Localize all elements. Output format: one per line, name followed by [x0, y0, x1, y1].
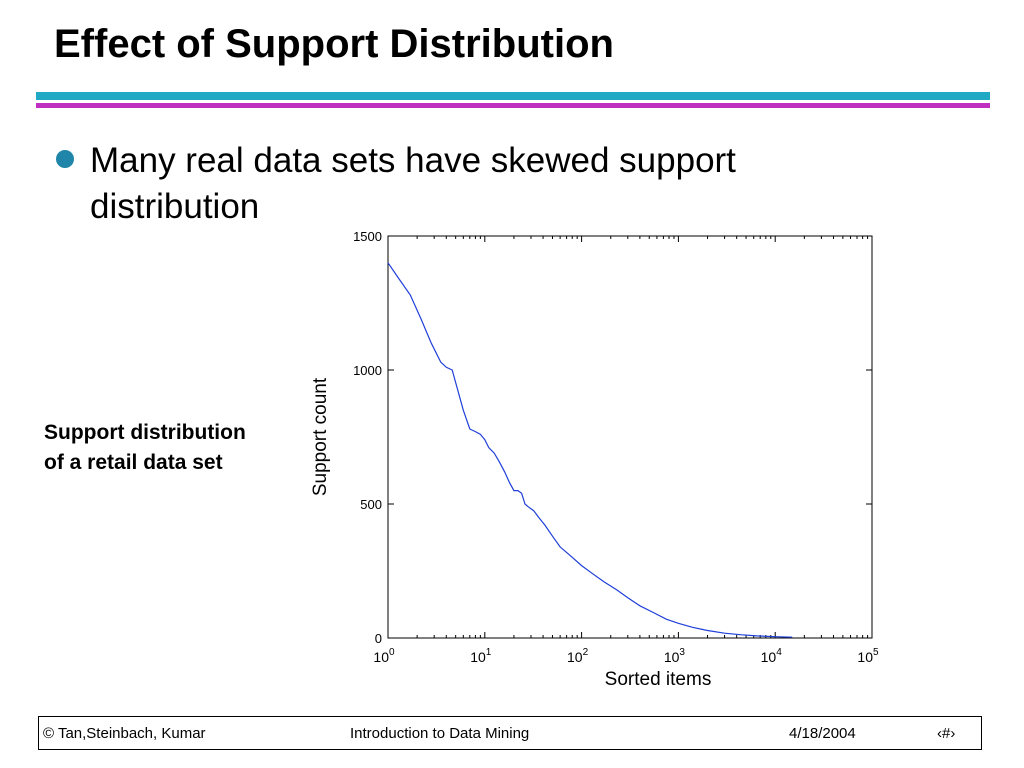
side-caption: Support distribution of a retail data se… [44, 421, 246, 474]
bullet-icon [56, 150, 74, 168]
y-tick-label: 1000 [353, 363, 382, 378]
x-tick-label: 101 [470, 647, 492, 665]
slide-title: Effect of Support Distribution [54, 22, 614, 66]
x-axis-label: Sorted items [605, 669, 712, 690]
plot-frame [387, 235, 873, 639]
header-rule-white [36, 100, 990, 103]
x-tick-label: 105 [857, 647, 879, 665]
y-tick-label: 1500 [353, 229, 382, 244]
bullet-text: Many real data sets have skewed support … [90, 141, 736, 226]
y-tick-label: 500 [360, 497, 382, 512]
x-tick-exponent: 4 [776, 647, 782, 658]
support-count-line [387, 262, 793, 638]
footer-course-title: Introduction to Data Mining [350, 725, 530, 742]
y-axis-label: Support count [310, 377, 331, 496]
header-rule-magenta [36, 103, 990, 108]
footer: © Tan,Steinbach, Kumar Introduction to D… [38, 716, 982, 750]
header-rule-teal [36, 92, 990, 100]
x-tick-exponent: 1 [486, 647, 492, 658]
x-tick-exponent: 0 [389, 647, 395, 658]
footer-page-number: ‹#› [937, 725, 956, 742]
x-tick-label: 104 [761, 647, 783, 665]
y-tick-label: 0 [375, 631, 382, 646]
x-tick-label: 102 [567, 647, 589, 665]
support-distribution-chart: Support count Sorted items 100 101 102 103 1… [310, 229, 879, 690]
x-tick-exponent: 3 [679, 647, 685, 658]
x-tick-exponent: 5 [873, 647, 879, 658]
x-tick-label: 100 [373, 647, 395, 665]
footer-date: 4/18/2004 [789, 725, 856, 742]
x-tick-exponent: 2 [583, 647, 589, 658]
footer-copyright: © Tan,Steinbach, Kumar [43, 725, 206, 742]
x-tick-label: 103 [664, 647, 686, 665]
